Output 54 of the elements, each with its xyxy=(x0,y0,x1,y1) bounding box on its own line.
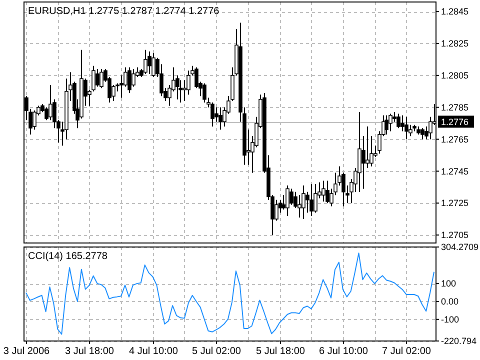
y-tick-label: -220.794 xyxy=(441,336,477,346)
y-tick-label: 100 xyxy=(441,278,456,289)
candlestick xyxy=(92,65,96,92)
candlestick xyxy=(388,113,392,132)
x-tick-label: 3 Jul 2006 xyxy=(3,346,50,357)
chart-title: CCI(14) 165.2778 xyxy=(28,251,108,262)
candlestick xyxy=(314,183,318,214)
candlestick xyxy=(358,112,362,192)
candlestick xyxy=(396,113,400,129)
candlestick xyxy=(298,194,302,218)
candlestick xyxy=(326,180,330,204)
y-tick-label: 304.2709 xyxy=(441,242,479,252)
y-tick-label: 1.2725 xyxy=(441,198,469,208)
y-tick-label: -100 xyxy=(441,314,460,325)
candlestick xyxy=(322,180,326,202)
candlestick xyxy=(286,185,290,216)
x-tick-label: 3 Jul 18:00 xyxy=(65,346,114,357)
line-series xyxy=(25,252,435,335)
candlestick xyxy=(310,183,314,216)
y-tick-label: 1.2745 xyxy=(441,166,469,176)
y-tick-label: 1.2705 xyxy=(441,230,469,240)
candlestick xyxy=(302,185,306,220)
y-tick-label: 0.00 xyxy=(441,296,459,307)
x-tick-label: 5 Jul 02:00 xyxy=(192,346,242,357)
candlestick xyxy=(148,50,152,74)
y-tick-label: 1.2805 xyxy=(441,70,469,81)
candlestick xyxy=(384,114,388,135)
y-tick-label: 1.2825 xyxy=(441,38,469,49)
x-tick-label: 4 Jul 10:00 xyxy=(129,346,178,357)
candlestick xyxy=(144,49,148,74)
candlestick xyxy=(274,199,278,222)
candlestick xyxy=(100,68,104,89)
candlestick xyxy=(420,128,424,140)
x-tick-label: 6 Jul 10:00 xyxy=(319,346,368,357)
candlestick xyxy=(404,116,408,140)
candlestick xyxy=(152,52,156,78)
candlestick xyxy=(218,106,222,130)
candlestick xyxy=(290,188,294,206)
candlestick xyxy=(96,68,100,88)
x-tick-label: 7 Jul 02:00 xyxy=(382,346,432,357)
y-tick-label: 1.2845 xyxy=(441,6,469,17)
ref-line-label: 1.2776 xyxy=(441,116,469,127)
candlestick xyxy=(132,68,136,88)
candlestick xyxy=(48,84,52,121)
chart-title: EURUSD,H1 1.2775 1.2787 1.2774 1.2776 xyxy=(28,6,220,17)
candlestick xyxy=(120,74,124,98)
candlestick xyxy=(178,80,182,104)
candlestick xyxy=(366,126,370,168)
candlestick xyxy=(210,102,214,127)
candlestick xyxy=(128,66,132,94)
y-tick-label: 1.2785 xyxy=(441,102,469,112)
y-tick-label: 1.2765 xyxy=(441,134,469,144)
x-tick-label: 5 Jul 18:00 xyxy=(256,346,306,357)
candlestick xyxy=(202,82,206,104)
